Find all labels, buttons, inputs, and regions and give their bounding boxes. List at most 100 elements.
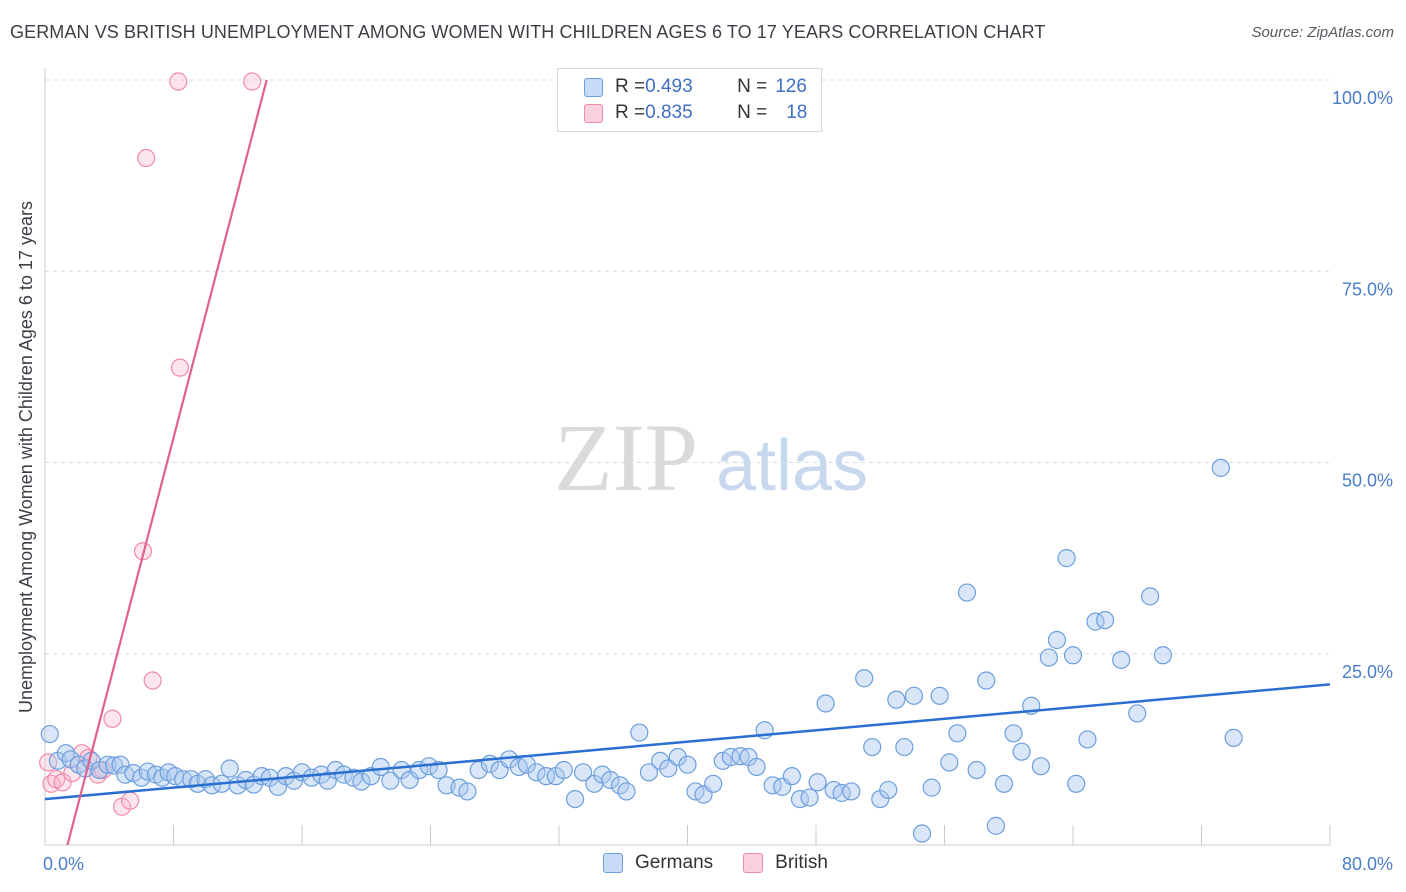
grid-lines	[45, 79, 1330, 655]
legend-r-label: R =	[615, 76, 646, 97]
german-point	[816, 694, 835, 713]
british-point	[121, 791, 140, 810]
german-point	[678, 755, 697, 774]
germans-trendline	[44, 683, 1331, 801]
british-label: British	[775, 852, 828, 873]
german-point	[912, 824, 932, 843]
german-point	[1004, 724, 1023, 743]
german-point	[56, 744, 75, 763]
german-point	[630, 723, 649, 742]
legend-n-label: N =	[737, 102, 768, 123]
axes	[44, 68, 1331, 846]
german-point	[371, 757, 390, 777]
german-point	[887, 690, 906, 709]
legend-n-value-germans: 126	[775, 76, 807, 97]
german-point	[994, 774, 1014, 793]
germans-swatch	[603, 853, 623, 873]
watermark-atlas: atlas	[716, 426, 868, 506]
germans-label: Germans	[635, 852, 714, 873]
german-point	[1063, 646, 1083, 665]
legend-r-label: R =	[615, 102, 646, 123]
german-point	[922, 778, 941, 797]
legend-swatch-british	[584, 103, 603, 123]
german-point	[573, 763, 593, 782]
series-legend: Germans British	[603, 852, 858, 874]
british-points	[39, 72, 262, 816]
german-point	[895, 737, 914, 757]
british-point	[143, 671, 162, 690]
british-swatch	[743, 853, 764, 873]
y-tick-label: 100.0%	[1332, 88, 1393, 108]
german-point	[1211, 458, 1230, 477]
german-point	[957, 583, 977, 602]
german-point	[904, 686, 924, 705]
british-trendline	[66, 79, 268, 846]
german-point	[429, 760, 448, 780]
german-point	[721, 747, 740, 767]
german-point	[601, 770, 620, 790]
german-point	[1224, 728, 1243, 748]
german-point	[617, 782, 636, 801]
german-point	[1047, 630, 1067, 650]
german-point	[940, 753, 959, 772]
x-tick-label: 80.0%	[1342, 854, 1393, 874]
german-point	[400, 770, 419, 790]
y-tick-label: 25.0%	[1342, 662, 1393, 682]
german-point	[381, 771, 400, 790]
german-point	[704, 774, 723, 793]
y-tick-label: 75.0%	[1342, 279, 1393, 299]
german-point	[782, 767, 802, 786]
german-point	[98, 755, 117, 774]
legend-row-british: R = 0.835 N = 18	[584, 100, 807, 126]
source-label: Source: ZipAtlas.com	[1251, 24, 1394, 41]
german-point	[554, 760, 573, 780]
legend-swatch-germans	[584, 77, 603, 97]
german-point	[1140, 587, 1160, 606]
german-points	[40, 458, 1243, 843]
british-point	[170, 358, 190, 377]
legend-r-value-germans: 0.493	[645, 76, 693, 97]
german-point	[565, 789, 585, 809]
german-point	[1078, 730, 1097, 749]
y-tick-labels: 25.0% 50.0% 75.0% 100.0%	[1332, 88, 1393, 682]
german-point	[639, 763, 659, 782]
german-point	[537, 767, 556, 786]
x-tick-label: 0.0%	[43, 854, 84, 874]
german-point	[863, 737, 882, 757]
german-point	[1153, 646, 1173, 665]
legend-item-british[interactable]: British	[743, 852, 828, 874]
german-point	[220, 759, 239, 778]
german-point	[182, 770, 201, 789]
german-point	[879, 780, 898, 800]
german-point	[1031, 757, 1050, 776]
y-tick-label: 50.0%	[1342, 471, 1393, 491]
legend-row-germans: R = 0.493 N = 126	[584, 74, 807, 100]
german-point	[527, 763, 546, 782]
german-point	[948, 724, 967, 743]
y-axis-label: Unemployment Among Women with Children A…	[16, 201, 36, 713]
german-point	[352, 772, 371, 791]
legend-n-value-british: 18	[786, 102, 808, 123]
german-point	[1057, 549, 1076, 568]
legend-item-germans[interactable]: Germans	[603, 852, 713, 874]
trendlines	[44, 79, 1331, 846]
british-point	[53, 773, 72, 792]
watermark-zip: ZIP	[554, 404, 698, 511]
german-point	[40, 724, 59, 744]
chart-title: GERMAN VS BRITISH UNEMPLOYMENT AMONG WOM…	[10, 22, 1046, 42]
x-tick-labels: 0.0% 80.0%	[43, 854, 1393, 874]
correlation-legend: R = 0.493 N = 126 R = 0.835 N = 18	[557, 68, 822, 132]
german-point	[800, 788, 819, 807]
german-point	[747, 757, 766, 777]
german-point	[986, 816, 1006, 835]
german-point	[842, 782, 861, 801]
german-point	[808, 773, 827, 792]
legend-n-label: N =	[737, 76, 768, 97]
british-point	[243, 72, 262, 91]
german-point	[1128, 704, 1147, 723]
british-point	[137, 148, 156, 168]
legend-r-value-british: 0.835	[645, 102, 693, 123]
german-point	[855, 669, 874, 688]
german-point	[458, 782, 477, 801]
